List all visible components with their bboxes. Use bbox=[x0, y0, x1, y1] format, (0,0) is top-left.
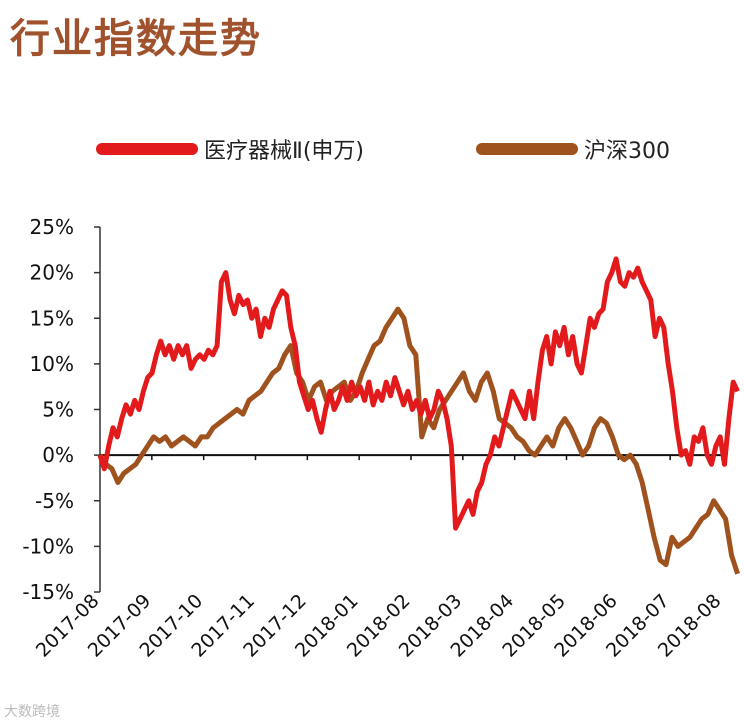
y-tick-label: 0% bbox=[42, 443, 74, 467]
legend-swatch-hs300 bbox=[476, 143, 578, 155]
page-title: 行业指数走势 bbox=[10, 15, 262, 62]
y-tick-label: -10% bbox=[22, 534, 74, 558]
legend-item-medical: 医疗器械Ⅱ(申万) bbox=[96, 132, 364, 166]
legend-label-medical: 医疗器械Ⅱ(申万) bbox=[204, 139, 364, 164]
y-tick-label: -5% bbox=[35, 489, 74, 513]
y-tick-label: 25% bbox=[30, 215, 74, 239]
watermark: 大数跨境 bbox=[4, 704, 60, 720]
series-line-hs300 bbox=[97, 306, 740, 575]
y-tick-label: 5% bbox=[42, 398, 74, 422]
legend-swatch-medical bbox=[96, 143, 198, 155]
legend-item-hs300: 沪深300 bbox=[476, 132, 670, 166]
y-tick-label: 15% bbox=[30, 306, 74, 330]
series-line-medical bbox=[97, 256, 740, 531]
legend-label-hs300: 沪深300 bbox=[584, 139, 670, 164]
y-tick-label: 20% bbox=[30, 261, 74, 285]
y-tick-label: -15% bbox=[22, 580, 74, 604]
y-tick-label: 10% bbox=[30, 352, 74, 376]
